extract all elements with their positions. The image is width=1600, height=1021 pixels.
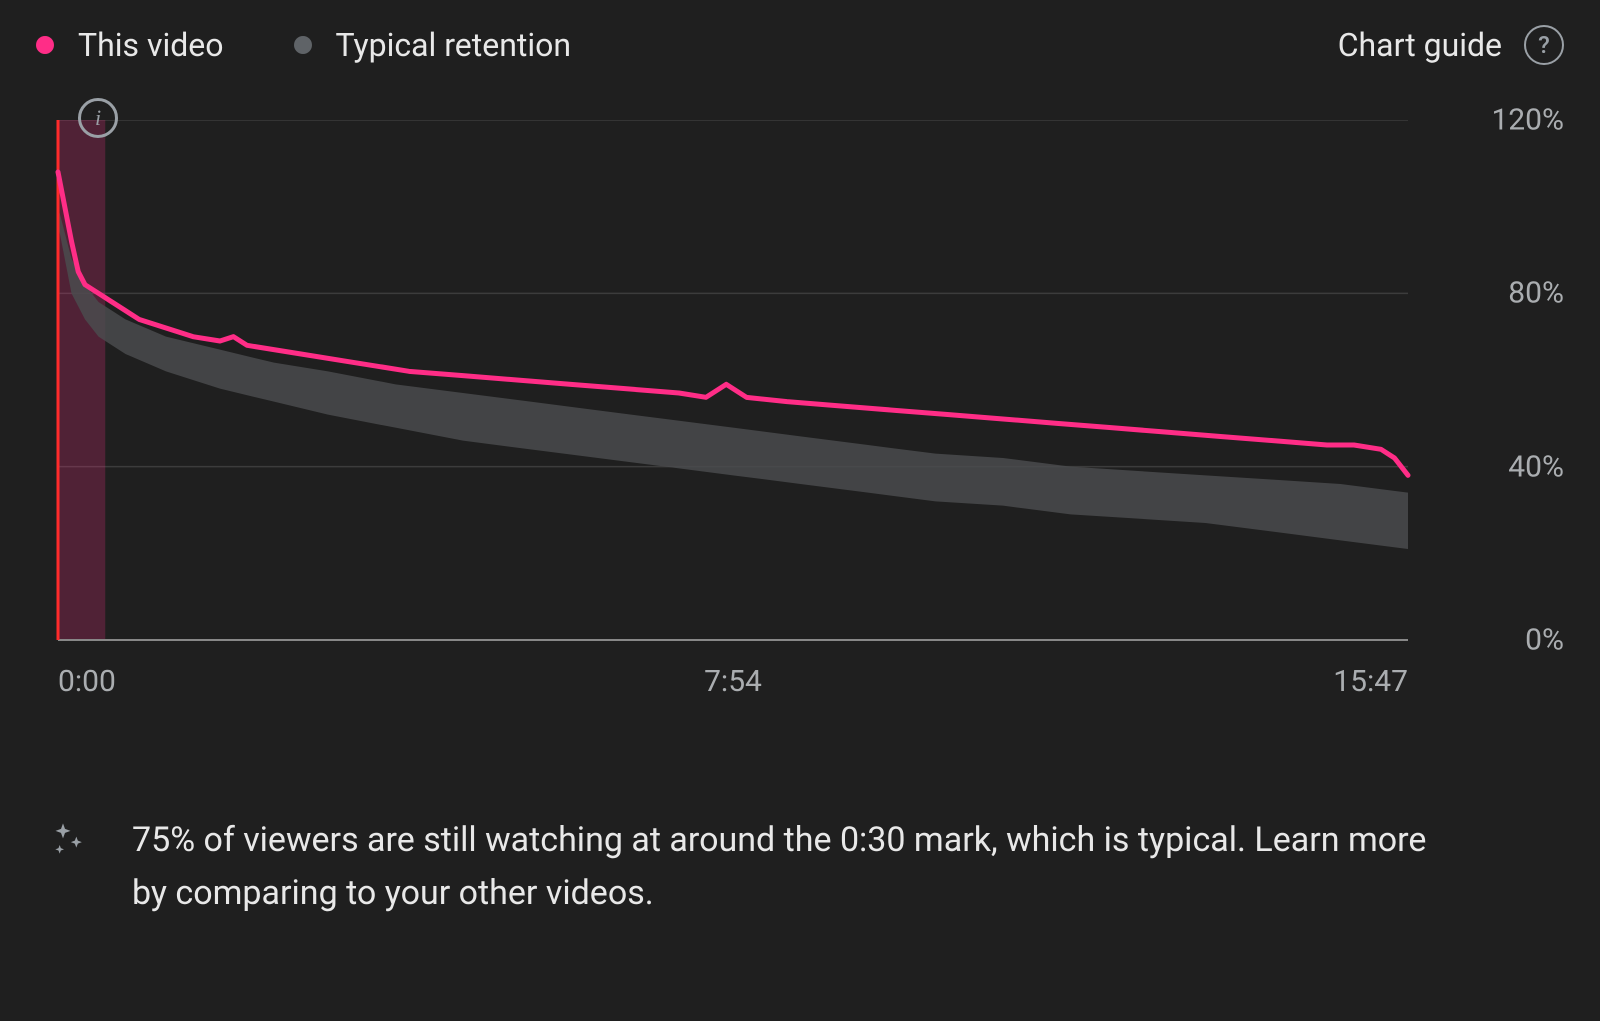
legend-row: This video Typical retention Chart guide… <box>36 10 1564 80</box>
info-icon[interactable]: i <box>78 98 118 138</box>
chart-guide-label: Chart guide <box>1338 26 1502 64</box>
y-axis-label: 120% <box>1491 103 1564 138</box>
legend-item-typical[interactable]: Typical retention <box>294 26 572 64</box>
legend-dot-this-video <box>36 36 54 54</box>
x-axis-label: 15:47 <box>1333 664 1408 699</box>
chart-svg <box>36 120 1564 646</box>
sparkle-icon <box>48 820 88 860</box>
x-axis-labels: 0:00 7:54 15:47 <box>36 664 1564 724</box>
legend-item-this-video[interactable]: This video <box>36 26 224 64</box>
y-axis-label: 80% <box>1508 276 1564 311</box>
legend-label-this-video: This video <box>78 26 224 64</box>
y-axis-label: 0% <box>1525 623 1564 658</box>
legend: This video Typical retention <box>36 26 1338 64</box>
legend-label-typical: Typical retention <box>336 26 572 64</box>
y-axis-label: 40% <box>1508 449 1564 484</box>
retention-chart[interactable]: i 0%40%80%120% <box>36 120 1564 646</box>
legend-dot-typical <box>294 36 312 54</box>
x-axis-label: 0:00 <box>58 664 116 699</box>
insight-text: 75% of viewers are still watching at aro… <box>132 814 1432 919</box>
x-axis-label: 7:54 <box>704 664 762 699</box>
chart-guide[interactable]: Chart guide ? <box>1338 25 1564 65</box>
insight-row: 75% of viewers are still watching at aro… <box>36 814 1564 919</box>
help-icon[interactable]: ? <box>1524 25 1564 65</box>
